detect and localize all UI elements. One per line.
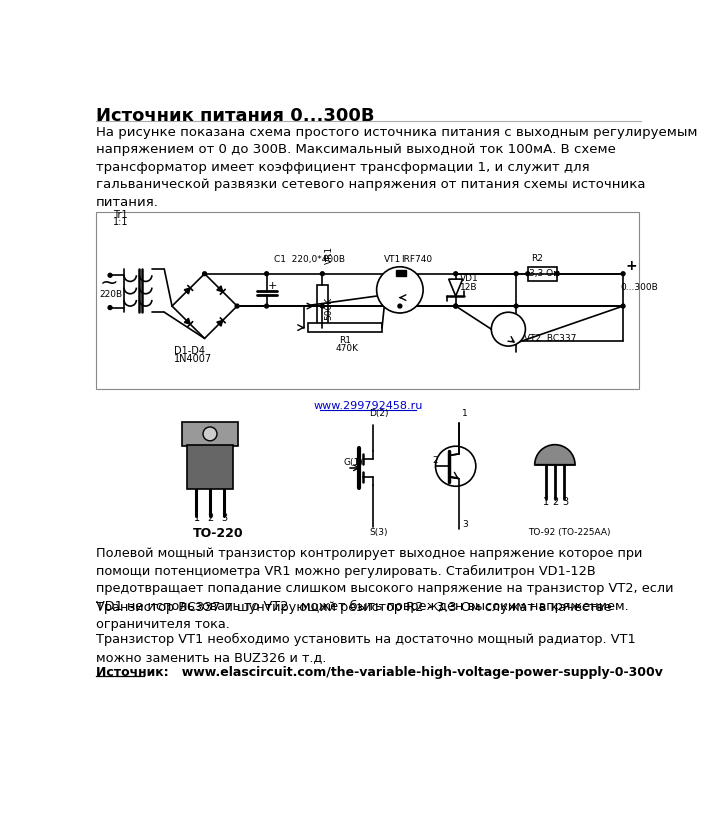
Text: TO-92 (TO-225AA): TO-92 (TO-225AA)	[528, 528, 611, 537]
Text: VD1: VD1	[460, 274, 479, 283]
Text: 2: 2	[552, 497, 559, 506]
Bar	[528, 267, 557, 281]
Circle shape	[454, 304, 457, 308]
Text: 1:1: 1:1	[113, 218, 129, 227]
Text: +: +	[626, 258, 637, 273]
Circle shape	[514, 304, 518, 308]
Circle shape	[108, 273, 112, 277]
Text: Источник:   www.elascircuit.com/the-variable-high-voltage-power-supply-0-300v: Источник: www.elascircuit.com/the-variab…	[96, 666, 663, 679]
Text: Tr1: Tr1	[113, 209, 128, 219]
Bar	[96, 212, 638, 389]
Polygon shape	[217, 285, 223, 292]
Text: +: +	[268, 281, 278, 291]
Text: 1: 1	[544, 497, 549, 506]
Text: Транзистор ВС337 и шунтирующий резистор R2 - 3.3 Ом служат в качестве
ограничите: Транзистор ВС337 и шунтирующий резистор …	[96, 601, 612, 631]
Text: Транзистор VT1 необходимо установить на достаточно мощный радиатор. VT1
можно за: Транзистор VT1 необходимо установить на …	[96, 633, 636, 664]
Text: 2: 2	[208, 513, 214, 523]
Bar	[396, 270, 406, 276]
Bar	[182, 421, 238, 446]
Polygon shape	[217, 321, 223, 326]
Text: ТО-220: ТО-220	[193, 527, 244, 540]
Text: Источник питания 0...300В: Источник питания 0...300В	[96, 107, 375, 125]
Circle shape	[203, 427, 217, 441]
Text: 3: 3	[221, 513, 228, 523]
Text: 12В: 12В	[460, 283, 478, 292]
Circle shape	[203, 272, 206, 276]
Circle shape	[398, 304, 402, 308]
Circle shape	[321, 304, 324, 308]
Text: R2: R2	[531, 254, 543, 263]
Text: D1-D4: D1-D4	[173, 346, 205, 356]
Circle shape	[108, 306, 112, 309]
Wedge shape	[535, 445, 575, 465]
Text: 1: 1	[462, 409, 467, 418]
Text: 2: 2	[432, 456, 438, 465]
Circle shape	[377, 267, 423, 313]
Text: S(3): S(3)	[369, 528, 388, 537]
Circle shape	[321, 272, 324, 276]
Text: www.299792458.ru: www.299792458.ru	[313, 401, 423, 411]
Text: VT1: VT1	[385, 255, 402, 264]
Text: 3,3 Ом: 3,3 Ом	[529, 269, 560, 278]
Text: 1: 1	[193, 513, 200, 523]
Text: 220В: 220В	[99, 290, 122, 299]
Circle shape	[526, 272, 530, 276]
Text: На рисунке показана схема простого источника питания с выходным регулируемым
нап: На рисунке показана схема простого источ…	[96, 126, 697, 209]
Text: 500K: 500K	[325, 296, 334, 320]
Bar	[187, 445, 233, 489]
Polygon shape	[184, 318, 191, 324]
Circle shape	[491, 312, 526, 346]
Circle shape	[398, 272, 402, 276]
Circle shape	[235, 304, 239, 308]
Bar	[308, 323, 382, 332]
Text: 3: 3	[462, 520, 467, 529]
Text: 3: 3	[562, 497, 568, 506]
Text: 1N4007: 1N4007	[173, 353, 211, 363]
Text: G(1): G(1)	[343, 458, 363, 467]
Text: 0...300В: 0...300В	[620, 283, 658, 292]
Circle shape	[514, 272, 518, 276]
Text: Полевой мощный транзистор контролирует выходное напряжение которое при
помощи по: Полевой мощный транзистор контролирует в…	[96, 547, 674, 613]
Text: VR1: VR1	[325, 246, 334, 264]
Circle shape	[555, 272, 559, 276]
Text: R1: R1	[339, 336, 351, 345]
Circle shape	[454, 304, 457, 308]
Circle shape	[265, 304, 268, 308]
Text: C1  220,0*400В: C1 220,0*400В	[275, 255, 345, 264]
Text: VT2  BC337: VT2 BC337	[524, 334, 576, 343]
Text: ~: ~	[99, 273, 118, 293]
Polygon shape	[449, 279, 462, 296]
Circle shape	[621, 304, 625, 308]
Circle shape	[436, 446, 476, 486]
Text: IRF740: IRF740	[401, 255, 433, 264]
Bar	[317, 285, 328, 328]
Circle shape	[265, 272, 268, 276]
Text: D(2): D(2)	[369, 409, 388, 418]
Circle shape	[621, 272, 625, 276]
Circle shape	[454, 272, 457, 276]
Text: 470K: 470K	[336, 344, 359, 353]
Polygon shape	[184, 288, 191, 294]
